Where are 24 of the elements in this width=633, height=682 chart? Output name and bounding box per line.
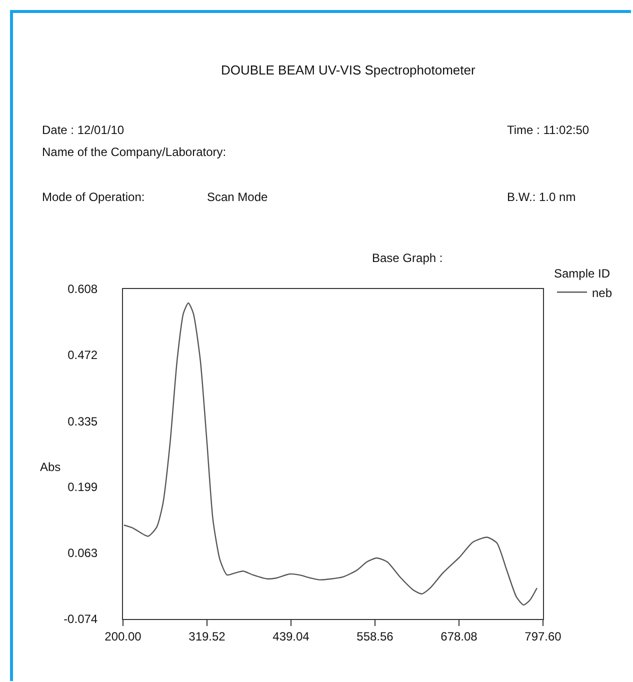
text: Scan Mode [207,190,268,204]
x-tick-label: 319.52 [188,629,226,644]
legend-label: neb [592,286,612,300]
text: Name of the Company/Laboratory: [42,145,226,159]
text: Time : 11:02:50 [507,123,590,137]
text: Base Graph : [372,251,443,265]
x-tick-label: 678.08 [440,629,478,644]
x-tick-label: 797.60 [524,629,562,644]
y-tick-label: 0.335 [68,414,98,428]
y-tick-label: 0.608 [68,282,98,296]
y-tick-label: 0.199 [68,480,98,494]
text: Date : 12/01/10 [42,123,124,137]
y-tick-label: 0.063 [68,546,98,560]
text: Mode of Operation: [42,190,145,204]
x-tick-label: 439.04 [272,629,310,644]
y-tick-label: -0.074 [64,612,98,626]
text: B.W.: 1.0 nm [507,190,576,204]
x-tick-label: 200.00 [104,629,142,644]
y-tick-label: 0.472 [68,348,98,362]
line-series [123,302,538,606]
y-axis-title: Abs [40,460,61,474]
x-tick-label: 558.56 [356,629,394,644]
chart-title: DOUBLE BEAM UV-VIS Spectrophotometer [220,62,476,78]
legend-title: Sample ID [554,266,610,281]
